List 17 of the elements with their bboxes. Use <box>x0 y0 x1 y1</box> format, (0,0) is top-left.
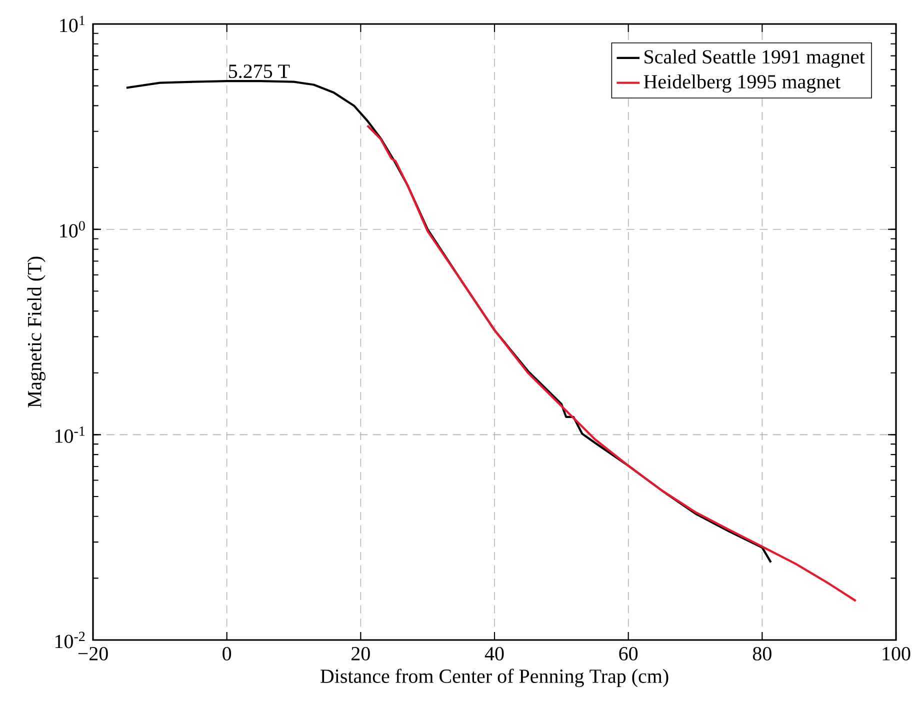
x-tick-label: 40 <box>484 646 504 660</box>
legend-label: Heidelberg 1995 magnet <box>644 74 840 93</box>
x-tick-label: 60 <box>619 646 638 660</box>
y-tick-label: 10$^{-2}$ <box>56 632 85 648</box>
annotation: 5.275 T <box>229 64 290 78</box>
x-tick-label: 80 <box>752 646 772 660</box>
x-tick-label: −20 <box>78 646 108 660</box>
y-tick-label: 10$^{0}$ <box>60 221 85 238</box>
y-axis-title: Magnetic Field (T) <box>27 256 46 408</box>
y-tick-label: 10$^{-1}$ <box>56 426 85 443</box>
legend-label: Scaled Seattle 1991 magnet <box>644 50 865 68</box>
x-axis-title: Distance from Center of Penning Trap (cm) <box>320 668 668 688</box>
x-tick-label: 0 <box>222 646 232 660</box>
x-tick-label: 100 <box>882 646 910 660</box>
x-tick-label: 20 <box>352 646 370 660</box>
y-tick-label: 10$^{1}$ <box>60 16 85 32</box>
line-series <box>366 124 857 602</box>
